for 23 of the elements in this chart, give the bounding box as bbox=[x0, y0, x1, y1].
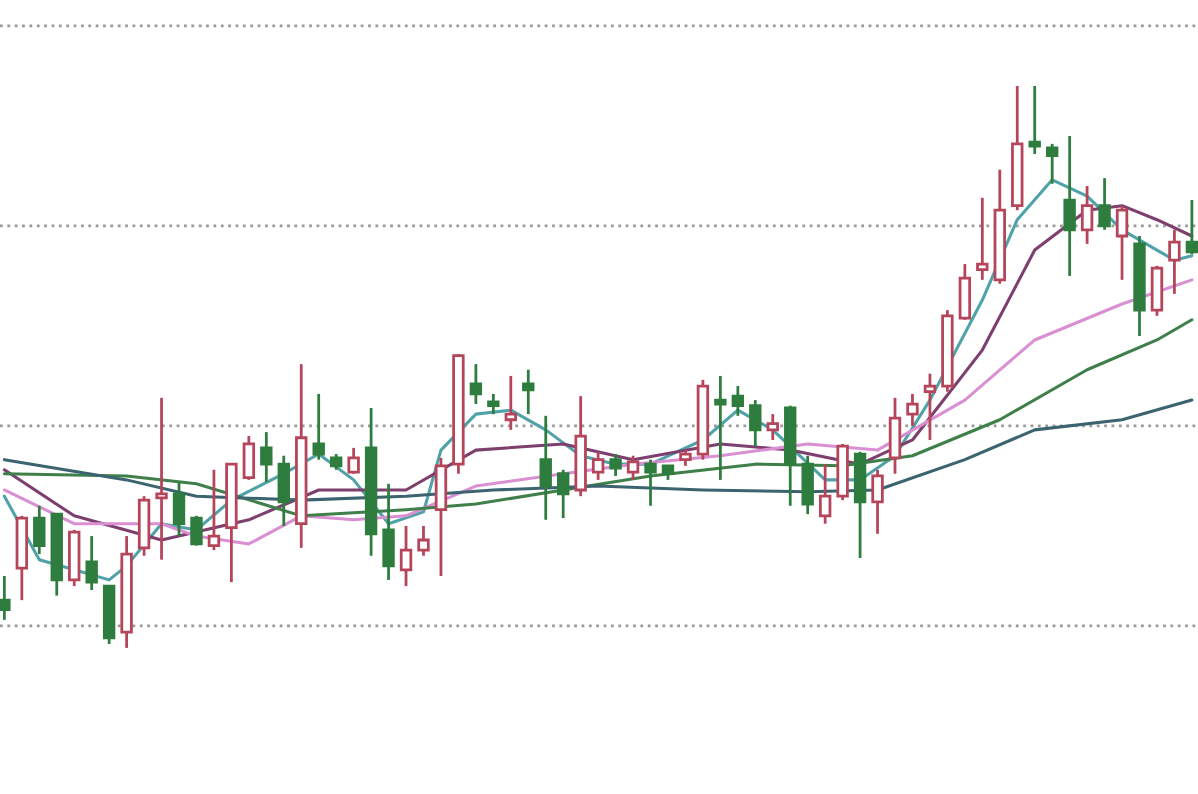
candlestick bbox=[120, 534, 133, 650]
candlestick bbox=[906, 392, 919, 428]
candlestick bbox=[504, 374, 517, 432]
candlestick bbox=[0, 574, 11, 622]
candlestick bbox=[731, 384, 745, 418]
candlestick bbox=[277, 454, 290, 528]
candlestick bbox=[33, 504, 46, 556]
candlestick bbox=[522, 368, 535, 416]
candlestick bbox=[801, 454, 814, 516]
candlestick bbox=[539, 414, 552, 522]
candlestick bbox=[382, 482, 395, 582]
candlestick bbox=[469, 362, 483, 406]
candlestick bbox=[155, 396, 168, 562]
candlestick bbox=[312, 392, 325, 462]
candlestick bbox=[976, 196, 989, 282]
candlestick bbox=[260, 430, 273, 484]
candlestick bbox=[364, 406, 378, 558]
candlestick bbox=[1028, 84, 1041, 156]
candlestick bbox=[818, 462, 832, 526]
candlestick bbox=[1168, 228, 1181, 296]
candlestick bbox=[714, 374, 727, 482]
candlestick bbox=[295, 362, 308, 550]
candlestick bbox=[1063, 134, 1076, 278]
